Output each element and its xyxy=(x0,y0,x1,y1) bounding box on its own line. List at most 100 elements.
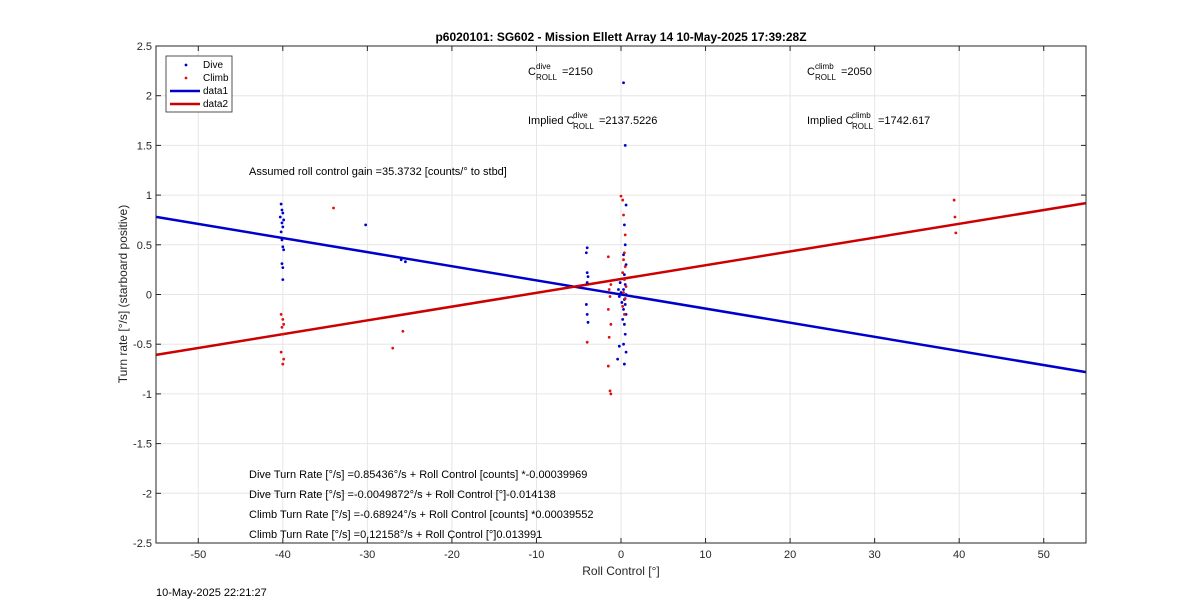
climb-point xyxy=(609,392,613,396)
fit-equation-2: Dive Turn Rate [°/s] =-0.0049872°/s + Ro… xyxy=(249,489,556,501)
y-tick-label: -1.5 xyxy=(133,439,152,451)
climb-point xyxy=(281,317,285,321)
climb-point xyxy=(281,362,285,366)
dive-point xyxy=(617,344,621,348)
dive-point xyxy=(281,245,285,249)
dive-point xyxy=(282,218,286,222)
y-tick-label: 2 xyxy=(146,91,152,103)
dive-point xyxy=(281,225,285,229)
implied-climb-value: =1742.617 xyxy=(878,115,930,127)
implied-dive-value: =2137.5226 xyxy=(599,115,657,127)
climb-point xyxy=(623,265,627,269)
climb-point xyxy=(401,329,405,333)
dive-point xyxy=(278,215,282,219)
dive-point xyxy=(281,211,285,215)
dive-point xyxy=(623,332,627,336)
climb-point xyxy=(953,215,957,219)
x-tick-label: 40 xyxy=(953,549,965,561)
climb-point xyxy=(621,198,625,202)
implied-climb-sup: climb xyxy=(852,111,871,120)
climb-point xyxy=(279,350,283,354)
climb-point xyxy=(623,297,627,300)
climb-point xyxy=(609,283,613,286)
dive-point xyxy=(404,260,407,264)
climb-point xyxy=(622,291,625,294)
dive-point xyxy=(624,203,628,207)
climb-point xyxy=(622,258,625,262)
legend-data2-label: data2 xyxy=(203,99,228,110)
climb-point xyxy=(332,206,335,210)
climb-point xyxy=(282,357,286,361)
climb-point xyxy=(609,322,613,326)
y-tick-label: 0 xyxy=(146,290,152,302)
climb-point xyxy=(622,213,625,217)
dive-point xyxy=(279,230,283,234)
fit-line-data2 xyxy=(155,201,1087,357)
implied-c-roll-dive-annotation: Implied C dive ROLL =2137.5226 xyxy=(528,111,657,131)
implied-climb-sub: ROLL xyxy=(852,122,873,131)
chart-title: p6020101: SG602 - Mission Ellett Array 1… xyxy=(435,30,806,44)
dive-point xyxy=(618,281,622,284)
legend: Dive Climb data1 data2 xyxy=(165,55,233,113)
x-tick-label: -20 xyxy=(444,549,460,561)
dive-point xyxy=(617,288,620,291)
implied-c-roll-climb-annotation: Implied C climb ROLL =1742.617 xyxy=(807,111,930,131)
climb-point xyxy=(607,335,611,339)
y-tick-label: 0.5 xyxy=(137,240,152,252)
c-roll-dive-annotation: C dive ROLL =2150 xyxy=(528,62,593,82)
climb-point xyxy=(622,312,626,316)
c-roll-climb-annotation: C climb ROLL =2050 xyxy=(807,62,872,82)
dive-point xyxy=(617,295,621,298)
x-tick-label: -10 xyxy=(529,549,545,561)
y-tick-label: 2.5 xyxy=(137,41,152,53)
ticks: -50 -40 -30 -20 -10 0 10 20 30 40 50-2.5-2-1.5-1-0… xyxy=(133,41,1086,561)
c-climb-sup: climb xyxy=(815,62,834,71)
dive-point xyxy=(585,281,589,284)
climb-point xyxy=(585,340,589,344)
climb-point xyxy=(607,288,611,291)
dive-point xyxy=(399,258,403,262)
y-tick-label: -0.5 xyxy=(133,339,152,351)
y-tick-label: -2 xyxy=(142,488,152,500)
climb-point xyxy=(952,198,956,202)
climb-point xyxy=(622,251,626,255)
x-tick-label: 30 xyxy=(869,549,881,561)
implied-dive-sub: ROLL xyxy=(573,122,594,131)
c-dive-sup: dive xyxy=(536,62,551,71)
implied-dive-sup: dive xyxy=(573,111,588,120)
dive-point xyxy=(280,238,284,242)
dive-point xyxy=(586,275,590,279)
x-tick-label: 20 xyxy=(784,549,796,561)
c-dive-base: C xyxy=(528,66,536,78)
dive-point xyxy=(586,320,590,324)
climb-point xyxy=(282,322,286,326)
dive-point xyxy=(281,266,285,270)
fit-line-data1 xyxy=(155,215,1087,374)
c-dive-value: =2150 xyxy=(562,66,593,78)
implied-climb-prefix: Implied C xyxy=(807,115,854,127)
dive-point xyxy=(281,278,285,281)
climb-point xyxy=(619,194,623,198)
climb-point xyxy=(954,231,958,235)
c-dive-sub: ROLL xyxy=(536,73,557,82)
y-axis-label: Turn rate [°/s] (starboard positive) xyxy=(116,205,130,383)
dive-point xyxy=(585,246,589,250)
dive-point xyxy=(280,262,284,266)
legend-data1-label: data1 xyxy=(203,86,228,97)
climb-point xyxy=(391,346,395,350)
dive-point xyxy=(622,273,626,277)
dive-point xyxy=(282,248,286,252)
y-tick-label: 1.5 xyxy=(137,140,152,152)
dive-point xyxy=(623,144,627,147)
dive-point xyxy=(622,223,626,227)
c-climb-base: C xyxy=(807,66,815,78)
climb-point xyxy=(606,308,610,311)
climb-point xyxy=(281,332,285,336)
climb-point xyxy=(621,271,625,275)
x-tick-label: 50 xyxy=(1038,549,1050,561)
dive-point xyxy=(621,317,625,321)
fit-equation-3: Climb Turn Rate [°/s] =-0.68924°/s + Rol… xyxy=(249,509,594,521)
dive-point xyxy=(622,342,625,346)
climb-point xyxy=(606,255,610,259)
